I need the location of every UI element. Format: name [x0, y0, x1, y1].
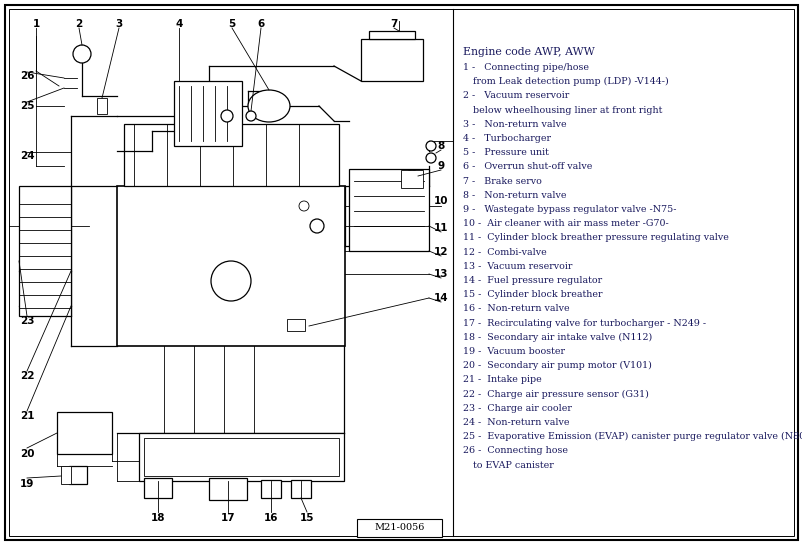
Text: 13: 13 — [433, 269, 448, 279]
Text: 11 -  Cylinder block breather pressure regulating valve: 11 - Cylinder block breather pressure re… — [463, 233, 728, 243]
Text: 15 -  Cylinder block breather: 15 - Cylinder block breather — [463, 290, 602, 299]
Bar — [361, 39, 423, 81]
Text: 24 -  Non-return valve: 24 - Non-return valve — [463, 418, 569, 427]
Text: 22 -  Charge air pressure sensor (G31): 22 - Charge air pressure sensor (G31) — [463, 390, 648, 399]
Bar — [261, 480, 281, 498]
Circle shape — [406, 170, 418, 182]
Bar — [9, 9, 452, 536]
Text: 12: 12 — [433, 247, 448, 257]
Text: 3: 3 — [115, 19, 123, 29]
Text: 21: 21 — [20, 411, 34, 421]
Text: 7 -   Brake servo: 7 - Brake servo — [463, 177, 541, 186]
Text: to EVAP canister: to EVAP canister — [467, 461, 553, 470]
Bar — [209, 478, 247, 500]
Text: 14: 14 — [433, 293, 448, 303]
Circle shape — [426, 153, 435, 163]
Text: 17 -  Recirculating valve for turbocharger - N249 -: 17 - Recirculating valve for turbocharge… — [463, 319, 705, 328]
Text: 18 -  Secondary air intake valve (N112): 18 - Secondary air intake valve (N112) — [463, 333, 651, 342]
Text: 1: 1 — [32, 19, 39, 29]
Text: 19: 19 — [20, 479, 34, 489]
Circle shape — [298, 201, 309, 211]
Text: 2 -   Vacuum reservoir: 2 - Vacuum reservoir — [463, 92, 569, 100]
Circle shape — [221, 110, 233, 122]
Bar — [139, 433, 343, 481]
Text: 14 -  Fuel pressure regulator: 14 - Fuel pressure regulator — [463, 276, 602, 285]
Text: 18: 18 — [151, 513, 165, 523]
Text: 10 -  Air cleaner with air mass meter -G70-: 10 - Air cleaner with air mass meter -G7… — [463, 219, 668, 228]
Text: 16: 16 — [263, 513, 278, 523]
Text: 22: 22 — [20, 371, 34, 381]
Bar — [144, 438, 338, 476]
Text: 8: 8 — [437, 141, 444, 151]
Text: M21-0056: M21-0056 — [374, 524, 424, 532]
Ellipse shape — [248, 90, 290, 122]
Text: 23 -  Charge air cooler: 23 - Charge air cooler — [463, 404, 571, 413]
Text: 9 -   Wastegate bypass regulator valve -N75-: 9 - Wastegate bypass regulator valve -N7… — [463, 205, 675, 214]
Text: 5 -   Pressure unit: 5 - Pressure unit — [463, 148, 549, 157]
Text: 7: 7 — [390, 19, 397, 29]
Text: 6: 6 — [257, 19, 265, 29]
Text: 11: 11 — [433, 223, 448, 233]
Text: 17: 17 — [221, 513, 235, 523]
Text: 13 -  Vacuum reservoir: 13 - Vacuum reservoir — [463, 262, 572, 271]
Bar — [369, 31, 415, 39]
Bar — [357, 519, 441, 537]
Circle shape — [245, 111, 256, 121]
Text: 1 -   Connecting pipe/hose: 1 - Connecting pipe/hose — [463, 63, 588, 72]
Bar — [69, 466, 87, 484]
Text: 4: 4 — [175, 19, 183, 29]
Text: Engine code AWP, AWW: Engine code AWP, AWW — [463, 47, 594, 57]
Text: from Leak detection pump (LDP) -V144-): from Leak detection pump (LDP) -V144-) — [467, 77, 668, 86]
Text: 25: 25 — [20, 101, 34, 111]
Text: 20 -  Secondary air pump motor (V101): 20 - Secondary air pump motor (V101) — [463, 361, 651, 370]
Text: 23: 23 — [20, 316, 34, 326]
Circle shape — [310, 219, 323, 233]
Text: 6 -   Overrun shut-off valve: 6 - Overrun shut-off valve — [463, 162, 592, 171]
Text: 19 -  Vacuum booster: 19 - Vacuum booster — [463, 347, 565, 356]
Text: 12 -  Combi-valve: 12 - Combi-valve — [463, 247, 546, 257]
Bar — [97, 98, 107, 114]
Text: 26: 26 — [20, 71, 34, 81]
Bar — [117, 186, 345, 346]
Bar — [290, 480, 310, 498]
Text: 25 -  Evaporative Emission (EVAP) canister purge regulator valve (N80): 25 - Evaporative Emission (EVAP) caniste… — [463, 432, 802, 441]
Bar — [19, 186, 71, 316]
Text: 5: 5 — [228, 19, 235, 29]
Text: 15: 15 — [299, 513, 314, 523]
Bar — [144, 478, 172, 498]
Bar — [400, 170, 423, 188]
Circle shape — [426, 141, 435, 151]
Text: 2: 2 — [75, 19, 83, 29]
Text: 9: 9 — [437, 161, 444, 171]
Bar — [61, 466, 71, 484]
Text: 4 -   Turbocharger: 4 - Turbocharger — [463, 134, 550, 143]
Circle shape — [73, 45, 91, 63]
Text: 8 -   Non-return valve: 8 - Non-return valve — [463, 191, 565, 200]
Text: 3 -   Non-return valve: 3 - Non-return valve — [463, 120, 566, 129]
Bar — [286, 319, 305, 331]
Bar — [124, 124, 338, 186]
Text: 26 -  Connecting hose: 26 - Connecting hose — [463, 446, 567, 456]
Text: 20: 20 — [20, 449, 34, 459]
Bar — [57, 412, 111, 454]
Text: 16 -  Non-return valve: 16 - Non-return valve — [463, 305, 569, 313]
Text: below wheelhousing liner at front right: below wheelhousing liner at front right — [467, 106, 662, 114]
Text: 10: 10 — [433, 196, 448, 206]
Circle shape — [211, 261, 251, 301]
Bar — [349, 169, 428, 251]
Text: 21 -  Intake pipe: 21 - Intake pipe — [463, 376, 541, 384]
Text: 24: 24 — [20, 151, 34, 161]
Bar — [174, 81, 241, 146]
